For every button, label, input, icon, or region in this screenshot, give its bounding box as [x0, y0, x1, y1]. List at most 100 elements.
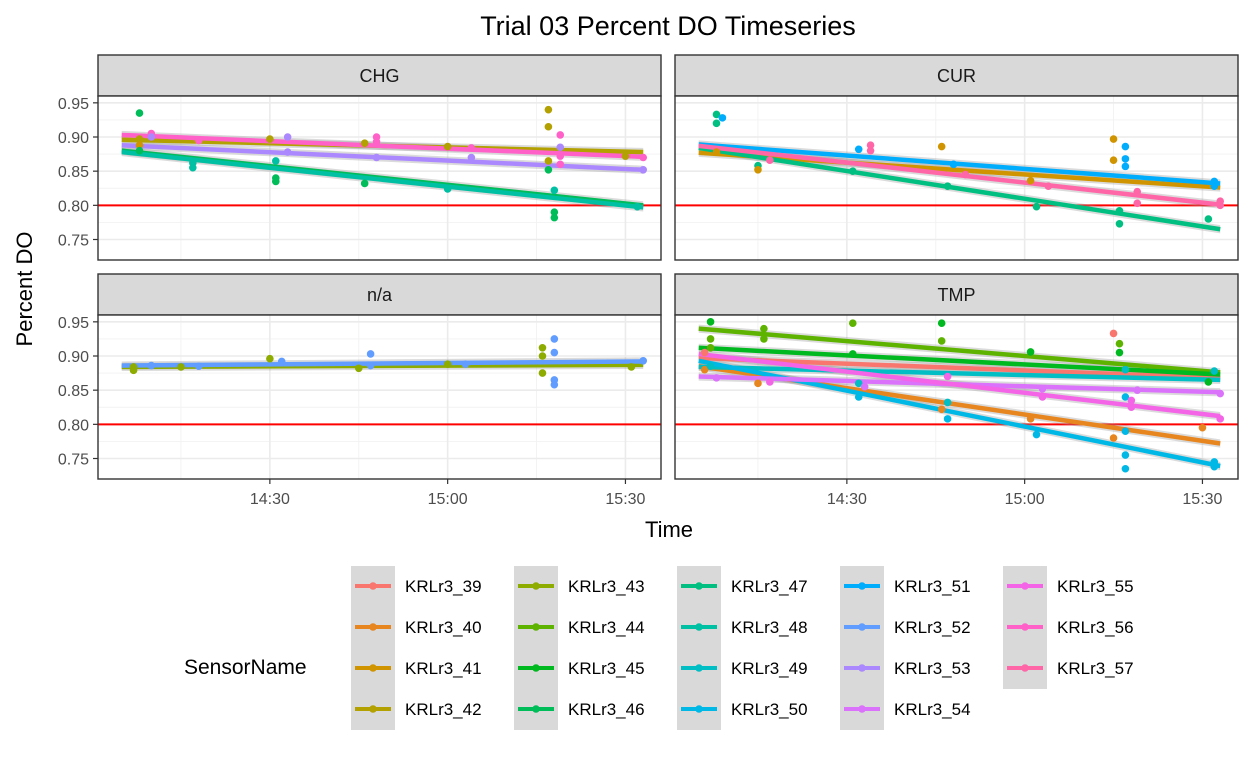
legend-label: KRLr3_42 [405, 700, 482, 719]
legend-key-point [858, 664, 866, 672]
data-point-KRLr3_47 [1032, 202, 1041, 211]
data-point-KRLr3_44 [760, 335, 768, 343]
data-point-KRLr3_48 [271, 157, 280, 165]
data-point-KRLr3_57 [766, 156, 774, 165]
data-point-KRLr3_43 [538, 369, 547, 377]
data-point-KRLr3_42 [360, 139, 369, 147]
fit-line-KRLr3_51 [698, 142, 1221, 186]
data-point-KRLr3_53 [467, 153, 476, 162]
data-point-KRLr3_56 [556, 152, 565, 160]
data-point-KRLr3_53 [372, 153, 381, 162]
data-point-KRLr3_56 [639, 153, 648, 162]
data-point-KRLr3_45 [848, 350, 857, 358]
facet-strip [674, 273, 1239, 316]
legend-item-KRLr3_42: KRLr3_42 [355, 700, 482, 719]
data-point-KRLr3_53 [283, 148, 292, 156]
data-point-KRLr3_54 [712, 374, 721, 382]
data-point-KRLr3_43 [627, 363, 636, 371]
fit-line-KRLr3_45 [698, 345, 1221, 377]
legend-label: KRLr3_56 [1057, 618, 1134, 637]
data-point-KRLr3_52 [550, 380, 559, 389]
x-tick-label: 14:30 [250, 491, 290, 508]
data-point-KRLr3_55 [1216, 415, 1225, 423]
data-point-KRLr3_53 [556, 143, 565, 152]
panel-na: n/a 0.75 0.80 0.85 0.90 0.95 14:30 15:00 15:30 [58, 273, 662, 508]
data-point-KRLr3_52 [639, 356, 648, 365]
data-point-KRLr3_49 [706, 362, 715, 371]
x-tick-label: 15:00 [1005, 491, 1045, 508]
legend-title: SensorName [184, 656, 307, 679]
data-point-KRLr3_48 [633, 202, 642, 211]
data-point-KRLr3_45 [1204, 378, 1213, 386]
data-point-KRLr3_39 [1109, 329, 1118, 338]
data-point-KRLr3_44 [706, 335, 715, 343]
legend-item-KRLr3_44: KRLr3_44 [518, 618, 645, 637]
data-point-KRLr3_46 [544, 166, 553, 174]
data-point-KRLr3_47 [1115, 219, 1124, 228]
data-point-KRLr3_56 [372, 137, 381, 146]
fit-line-KRLr3_39 [698, 355, 1221, 381]
legend-item-KRLr3_54: KRLr3_54 [844, 700, 971, 719]
data-point-KRLr3_49 [854, 379, 863, 388]
data-point-KRLr3_52 [550, 348, 559, 357]
x-tick-label: 14:30 [827, 491, 867, 508]
legend-label: KRLr3_44 [568, 618, 645, 637]
legend-key-point [1021, 664, 1029, 672]
data-point-KRLr3_43 [266, 354, 274, 363]
data-point-KRLr3_57 [961, 170, 970, 179]
legend-key-point [532, 582, 540, 590]
data-point-KRLr3_51 [1210, 182, 1219, 190]
legend-label: KRLr3_52 [894, 618, 971, 637]
data-point-KRLr3_42 [544, 122, 553, 131]
data-point-KRLr3_51 [1121, 155, 1130, 163]
legend-key-point [369, 664, 377, 672]
data-point-KRLr3_41 [135, 141, 144, 149]
data-point-KRLr3_52 [366, 350, 375, 358]
data-point-KRLr3_50 [1121, 464, 1130, 473]
data-point-KRLr3_40 [937, 405, 946, 414]
data-point-KRLr3_41 [1026, 176, 1035, 185]
data-point-KRLr3_57 [866, 141, 875, 149]
data-point-KRLr3_40 [754, 379, 762, 388]
legend-key-point [695, 623, 703, 631]
data-point-KRLr3_52 [366, 361, 375, 370]
data-point-KRLr3_50 [1032, 430, 1041, 439]
data-point-KRLr3_57 [1216, 201, 1225, 210]
data-point-KRLr3_40 [700, 365, 709, 374]
data-point-KRLr3_54 [1216, 389, 1225, 398]
data-point-KRLr3_47 [712, 110, 721, 119]
data-point-KRLr3_49 [1121, 365, 1130, 374]
legend-key-background [514, 566, 558, 730]
legend-item-KRLr3_53: KRLr3_53 [844, 659, 971, 678]
panel-cur: CUR [674, 54, 1239, 261]
data-point-KRLr3_42 [266, 135, 274, 143]
chart-title: Trial 03 Percent DO Timeseries [480, 11, 856, 41]
data-point-KRLr3_48 [443, 185, 452, 193]
legend-key-point [695, 664, 703, 672]
fit-line-KRLr3_57 [698, 143, 1221, 207]
facet-strip-label: CUR [937, 66, 976, 86]
legend-item-KRLr3_50: KRLr3_50 [681, 700, 808, 719]
data-point-KRLr3_52 [277, 357, 286, 366]
legend-item-KRLr3_41: KRLr3_41 [355, 659, 482, 678]
fit-line-KRLr3_47 [698, 145, 1221, 232]
y-tick-label: 0.75 [58, 452, 89, 469]
legend-item-KRLr3_52: KRLr3_52 [844, 618, 971, 637]
data-point-KRLr3_41 [712, 148, 721, 156]
data-point-KRLr3_46 [360, 179, 369, 188]
data-point-KRLr3_53 [639, 166, 648, 174]
facet-strip-label: TMP [938, 285, 976, 305]
legend-label: KRLr3_57 [1057, 659, 1134, 678]
data-point-KRLr3_46 [550, 208, 559, 216]
fit-line-KRLr3_44 [698, 326, 1221, 375]
data-point-KRLr3_45 [937, 319, 946, 328]
data-point-KRLr3_56 [556, 131, 565, 139]
data-point-KRLr3_40 [1026, 415, 1035, 423]
y-tick-label: 0.90 [58, 349, 89, 366]
facet-strip [674, 54, 1239, 97]
legend-item-KRLr3_49: KRLr3_49 [681, 659, 808, 678]
panel-border [97, 95, 662, 261]
data-point-KRLr3_39 [700, 348, 709, 357]
legend-key-background [351, 566, 395, 730]
